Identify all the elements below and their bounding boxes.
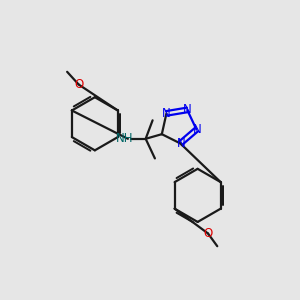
Text: N: N	[183, 103, 192, 116]
Text: N: N	[193, 123, 202, 136]
Text: O: O	[203, 227, 213, 240]
Text: NH: NH	[116, 132, 134, 145]
Text: O: O	[74, 78, 83, 91]
Text: N: N	[162, 107, 170, 120]
Text: N: N	[177, 137, 186, 150]
